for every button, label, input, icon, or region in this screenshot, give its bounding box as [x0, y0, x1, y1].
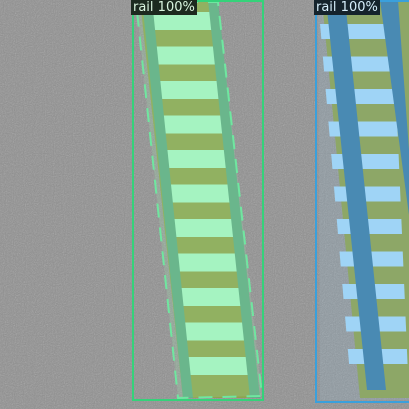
left-track-right-rail — [208, 0, 260, 398]
left-track-sleeper — [170, 219, 240, 237]
right-track-right-rail — [380, 0, 409, 215]
left-track-left-rail — [142, 0, 193, 398]
right-track-mask — [318, 2, 409, 400]
right-track-left-rail — [326, 0, 386, 390]
left-track-sleeper — [166, 184, 236, 203]
left-rail-track — [132, 0, 264, 401]
left-track-sleeper — [183, 357, 254, 375]
left-track-sleeper — [176, 288, 247, 306]
left-track-sleeper — [180, 322, 250, 341]
left-track-sleeper — [149, 12, 218, 30]
right-rail-track — [315, 0, 409, 403]
left-detection-label: rail 100% — [131, 0, 197, 15]
left-track-sleepers — [149, 12, 254, 375]
left-track-sleeper — [163, 150, 232, 168]
right-detection-label: rail 100% — [314, 0, 380, 15]
left-track-sleeper — [156, 81, 225, 99]
left-detection-box — [132, 0, 264, 401]
left-track-sleeper — [152, 46, 221, 65]
left-track-sleeper — [159, 115, 229, 134]
left-track-sleeper — [173, 253, 243, 272]
